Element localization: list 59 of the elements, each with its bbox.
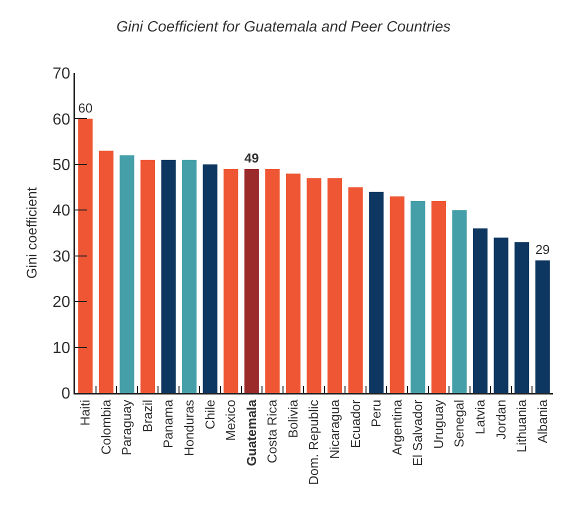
y-tick-label: 50 (52, 157, 70, 174)
x-tick-label: Argentina (389, 398, 404, 456)
x-tick-label: Guatemala (244, 398, 259, 466)
chart-title: Gini Coefficient for Guatemala and Peer Countries (116, 18, 452, 36)
bar (244, 169, 259, 393)
data-label: 60 (78, 100, 93, 116)
bar (390, 196, 404, 393)
bar (161, 160, 176, 393)
bar (224, 169, 238, 393)
x-tick-label: Albania (534, 398, 550, 444)
bar (140, 160, 156, 393)
x-tick-label: Nicaragua (327, 398, 342, 459)
x-tick-label: Dom. Republic (306, 399, 322, 485)
data-label: 29 (535, 242, 550, 258)
bar (494, 238, 508, 393)
bar (202, 164, 218, 393)
y-tick-label: 60 (52, 111, 70, 128)
x-tick-label: Ecuador (348, 399, 363, 448)
x-tick-label: Uruguay (430, 399, 446, 449)
bar (286, 174, 300, 393)
bar (306, 178, 322, 393)
x-tick-label: Honduras (182, 399, 197, 456)
x-tick-label: Panama (160, 398, 176, 448)
bar (431, 201, 446, 393)
y-tick-label: 0 (61, 386, 70, 403)
bar (369, 192, 384, 393)
bar (265, 169, 280, 393)
bar (328, 178, 342, 393)
data-label: 49 (244, 150, 259, 166)
bar (452, 210, 467, 393)
x-tick-label: Chile (202, 400, 218, 430)
x-tick-label: Lithuania (514, 398, 530, 452)
bar (348, 187, 363, 393)
bar (410, 201, 426, 393)
bar (535, 260, 550, 393)
x-tick-label: Peru (368, 400, 384, 428)
bar (98, 150, 114, 393)
x-tick-label: El Salvador (410, 399, 426, 466)
x-tick-label: Bolivia (285, 398, 300, 438)
x-tick-label: Colombia (98, 398, 114, 455)
x-tick-label: Haiti (78, 400, 93, 426)
y-tick-label: 10 (52, 340, 70, 357)
bar (514, 242, 530, 393)
x-tick-label: Senegal (452, 400, 467, 448)
y-tick-label: 30 (52, 248, 70, 266)
bar (182, 160, 197, 393)
x-tick-label: Costa Rica (264, 398, 280, 464)
x-tick-label: Brazil (140, 400, 155, 432)
y-tick-label: 20 (52, 294, 70, 312)
x-tick-label: Jordan (493, 400, 508, 440)
x-tick-label: Paraguay (119, 399, 134, 456)
y-tick-label: 40 (52, 202, 70, 220)
x-tick-label: Mexico (223, 400, 238, 441)
y-tick-label: 70 (52, 66, 70, 83)
bar (78, 118, 93, 393)
bar (120, 155, 134, 393)
bar (472, 228, 488, 393)
y-axis-title: Gini coefficient (23, 187, 40, 279)
x-tick-label: Latvia (472, 398, 488, 434)
